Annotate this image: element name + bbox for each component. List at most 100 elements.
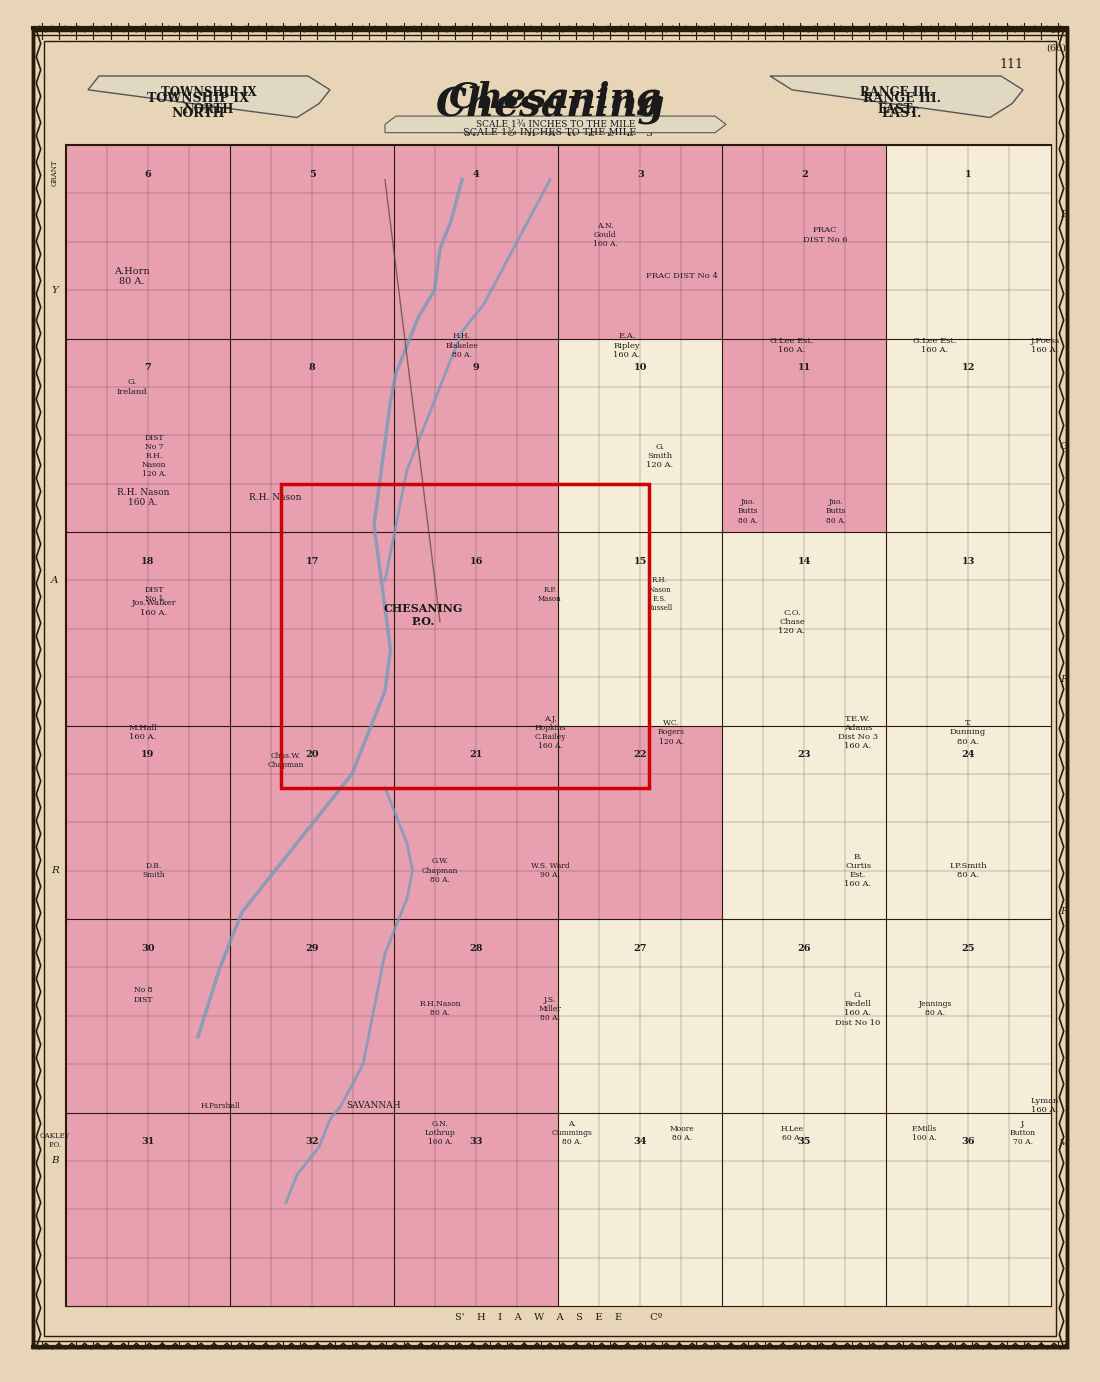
Bar: [230, 339, 394, 532]
Text: SCALE 1¾ INCHES TO THE MILE: SCALE 1¾ INCHES TO THE MILE: [476, 120, 635, 129]
Text: 28: 28: [470, 944, 483, 952]
Text: 23: 23: [798, 750, 811, 759]
Bar: [559, 532, 723, 726]
Bar: [280, 484, 649, 788]
Text: H.Parshall: H.Parshall: [200, 1101, 240, 1110]
Bar: [394, 919, 559, 1113]
Text: Moore
80 A.: Moore 80 A.: [670, 1125, 694, 1142]
Bar: [394, 532, 559, 726]
Text: 9: 9: [473, 363, 480, 372]
Text: Chesaning: Chesaning: [436, 86, 664, 124]
Bar: [723, 726, 887, 919]
Bar: [559, 145, 723, 339]
Text: R.H.
Nason
E.S.
Russell: R.H. Nason E.S. Russell: [648, 576, 672, 612]
Text: 22: 22: [634, 750, 647, 759]
Bar: [230, 919, 394, 1113]
Text: G: G: [1059, 442, 1068, 452]
Text: R: R: [1059, 674, 1068, 684]
Polygon shape: [385, 116, 726, 133]
Text: G.
Ireland: G. Ireland: [117, 379, 147, 395]
Text: Jno.
Butts
80 A.: Jno. Butts 80 A.: [826, 498, 846, 525]
Text: S'    H    I    A    W    A    S    E    E         Cº: S' H I A W A S E E Cº: [454, 1313, 662, 1323]
Text: FRAC DIST No 4: FRAC DIST No 4: [646, 272, 718, 281]
Text: G.
Redell
160 A.
Dist No 10: G. Redell 160 A. Dist No 10: [835, 991, 881, 1027]
Text: T.E.W.
Adams
Dist No 3
160 A.: T.E.W. Adams Dist No 3 160 A.: [838, 714, 878, 750]
Text: Jno.
Butts
80 A.: Jno. Butts 80 A.: [738, 498, 758, 525]
Text: I.P.Smith
80 A.: I.P.Smith 80 A.: [949, 862, 987, 879]
Text: (66): (66): [1046, 44, 1066, 53]
Text: E: E: [1060, 210, 1067, 220]
Text: B.
Curtis
Est.
160 A.: B. Curtis Est. 160 A.: [845, 853, 871, 889]
Text: GRANT: GRANT: [51, 159, 59, 187]
Text: 36: 36: [961, 1137, 976, 1146]
Text: 15: 15: [634, 557, 647, 565]
Polygon shape: [770, 76, 1023, 117]
Text: DIST
No 7
R.H.
Nason
120 A.: DIST No 7 R.H. Nason 120 A.: [142, 434, 166, 478]
Text: 24: 24: [961, 750, 976, 759]
Text: FRAC
DIST No 6: FRAC DIST No 6: [803, 227, 847, 243]
Bar: [887, 145, 1050, 339]
Bar: [723, 1113, 887, 1306]
Text: A.Horn
80 A.: A.Horn 80 A.: [114, 267, 150, 286]
Bar: [230, 726, 394, 919]
Bar: [887, 919, 1050, 1113]
Text: B: B: [52, 1157, 58, 1165]
Bar: [394, 1113, 559, 1306]
Bar: [887, 532, 1050, 726]
Bar: [559, 919, 723, 1113]
Text: 33: 33: [470, 1137, 483, 1146]
Text: 17: 17: [306, 557, 319, 565]
Text: 10: 10: [634, 363, 647, 372]
Text: R.H. Nason: R.H. Nason: [249, 493, 301, 502]
Text: 26: 26: [798, 944, 811, 952]
Bar: [66, 532, 230, 726]
Text: Y: Y: [52, 286, 58, 294]
Text: 20: 20: [306, 750, 319, 759]
Text: G.N.
Lothrup
160 A.: G.N. Lothrup 160 A.: [425, 1119, 455, 1147]
Text: T.
Dunning
80 A.: T. Dunning 80 A.: [950, 719, 986, 746]
Text: J.
Button
70 A.: J. Button 70 A.: [1010, 1119, 1036, 1147]
Text: J.S.
Miller
80 A.: J.S. Miller 80 A.: [539, 995, 561, 1023]
Text: 25: 25: [961, 944, 976, 952]
Text: G.W.
Chapman
80 A.: G.W. Chapman 80 A.: [421, 857, 459, 884]
Text: 12: 12: [961, 363, 975, 372]
Text: NORTH: NORTH: [184, 102, 234, 116]
Text: R.P.
Mason: R.P. Mason: [538, 586, 562, 603]
Bar: [559, 339, 723, 532]
Text: M.Hall
160 A.: M.Hall 160 A.: [129, 724, 157, 741]
Text: 3: 3: [637, 170, 644, 178]
Text: 34: 34: [634, 1137, 647, 1146]
Text: 21: 21: [470, 750, 483, 759]
Text: Chesaning: Chesaning: [449, 82, 662, 115]
Text: 27: 27: [634, 944, 647, 952]
Bar: [66, 145, 230, 339]
Text: 19: 19: [142, 750, 155, 759]
Bar: [66, 339, 230, 532]
Text: 61: 61: [1049, 26, 1063, 35]
Text: A.J.
Hopkins
C.Bailey
160 A.: A.J. Hopkins C.Bailey 160 A.: [535, 714, 565, 750]
Text: P: P: [1060, 907, 1067, 916]
Text: OAKLEY
P.O.: OAKLEY P.O.: [40, 1132, 70, 1148]
Text: 4: 4: [473, 170, 480, 178]
Text: 30: 30: [141, 944, 155, 952]
Text: Jos.Walker
160 A.: Jos.Walker 160 A.: [132, 600, 176, 616]
Bar: [394, 339, 559, 532]
Bar: [559, 1113, 723, 1306]
Bar: [723, 919, 887, 1113]
Text: 2: 2: [801, 170, 807, 178]
Text: H.H.
Blakelee
80 A.: H.H. Blakelee 80 A.: [446, 332, 478, 359]
Text: SAVANNAH: SAVANNAH: [346, 1101, 402, 1110]
Text: DIST
No 1: DIST No 1: [144, 586, 164, 603]
Text: CHESANING
P.O.: CHESANING P.O.: [384, 603, 463, 627]
Text: G.Lee Est.
160 A.: G.Lee Est. 160 A.: [770, 337, 814, 354]
Bar: [230, 532, 394, 726]
Text: D.B.
Smith: D.B. Smith: [143, 862, 165, 879]
Bar: [723, 339, 887, 532]
Text: 6: 6: [145, 170, 152, 178]
Text: W.C.
Rogers
120 A.: W.C. Rogers 120 A.: [658, 719, 684, 746]
Bar: [66, 1113, 230, 1306]
Bar: [723, 145, 887, 339]
Text: 1: 1: [965, 170, 971, 178]
Text: No 8
DIST: No 8 DIST: [133, 987, 153, 1003]
Text: 8: 8: [309, 363, 316, 372]
